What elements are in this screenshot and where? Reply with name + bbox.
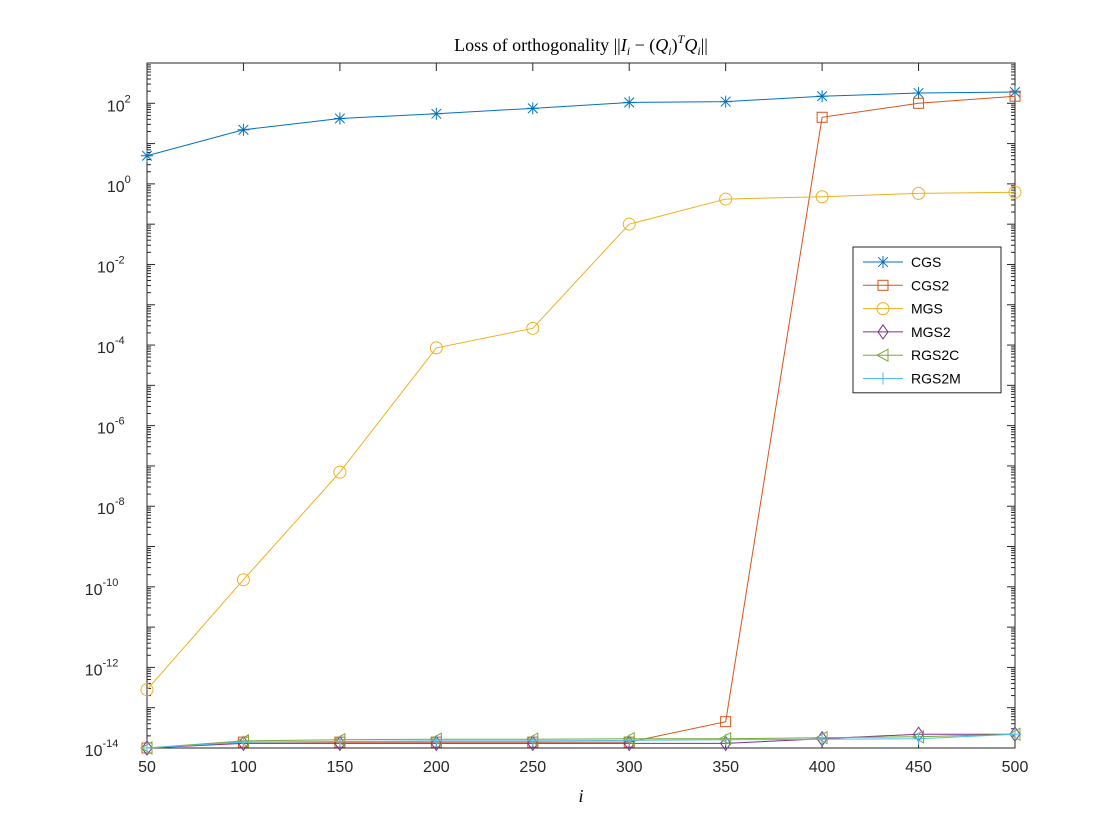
asterisk-marker [1009, 86, 1021, 99]
y-tick-label: 10-12 [85, 657, 119, 679]
circle-marker [429, 341, 443, 355]
y-tick-label: 10-10 [85, 577, 119, 599]
plus-marker [912, 732, 925, 745]
y-tick-label: 10-6 [97, 416, 125, 438]
y-tick-label: 102 [107, 93, 131, 115]
y-tick-label: 10-8 [97, 496, 125, 518]
legend-label: MGS [911, 301, 943, 317]
x-tick-label: 500 [1002, 759, 1029, 776]
x-tick-label: 350 [712, 759, 739, 776]
diamond-marker [623, 735, 635, 752]
asterisk-marker [877, 256, 889, 268]
triangle-marker [875, 348, 889, 363]
plot-frame [146, 62, 1016, 749]
circle-marker [815, 190, 829, 204]
x-tick-label: 50 [138, 759, 156, 776]
plus-marker [1009, 728, 1021, 741]
plus-marker [141, 742, 153, 754]
plus-marker [877, 372, 889, 385]
asterisk-marker [237, 123, 250, 136]
series-line [146, 91, 1016, 157]
square-marker [877, 279, 889, 291]
circle-marker [719, 192, 733, 206]
asterisk-marker [526, 102, 539, 115]
diamond-marker [720, 735, 732, 752]
asterisk-marker [623, 96, 636, 109]
legend-label: RGS2C [911, 347, 959, 363]
legend-item-rgs2m: RGS2M [863, 371, 961, 387]
legend-item-cgs2: CGS2 [863, 277, 949, 293]
series-cgs2 [141, 90, 1021, 754]
y-tick-label: 10-4 [97, 335, 125, 357]
series-line [146, 733, 1015, 749]
y-tick-label: 10-14 [85, 738, 119, 760]
legend: CGS CGS2 MGS MGS2 RGS2C RGS2M [852, 246, 1002, 394]
series-line [146, 191, 1016, 691]
series-mgs [140, 185, 1022, 697]
x-tick-label: 300 [616, 759, 643, 776]
x-tick-label: 400 [809, 759, 836, 776]
legend-item-mgs2: MGS2 [863, 324, 951, 340]
x-axis-label: i [578, 786, 583, 806]
asterisk-marker [430, 107, 443, 120]
circle-marker [1008, 185, 1022, 199]
series-rgs2m [141, 728, 1021, 754]
legend-item-rgs2c: RGS2C [863, 347, 959, 363]
plus-marker [237, 736, 250, 749]
title: Loss of orthogonality ||Ii − (Qi)TQi|| [454, 32, 708, 58]
circle-marker [526, 321, 540, 335]
x-tick-label: 100 [230, 759, 257, 776]
legend-item-cgs: CGS [863, 254, 941, 270]
diamond-marker [877, 324, 889, 340]
y-tick-label: 10-2 [97, 254, 125, 276]
asterisk-marker [719, 95, 732, 108]
legend-item-mgs: MGS [863, 301, 943, 317]
asterisk-marker [141, 149, 153, 162]
plus-marker [816, 733, 829, 746]
circle-marker [333, 465, 347, 479]
series-cgs [141, 86, 1021, 162]
svg-text:Loss of orthogonality ||Ii − (: Loss of orthogonality ||Ii − (Qi)TQi|| [454, 32, 708, 58]
asterisk-marker [816, 90, 829, 103]
asterisk-marker [333, 112, 346, 125]
diamond-marker [141, 740, 153, 756]
legend-label: RGS2M [911, 371, 961, 387]
square-marker [1009, 90, 1021, 102]
series-layer [139, 86, 1022, 756]
square-marker [913, 97, 925, 109]
plus-marker [719, 733, 732, 746]
x-tick-label: 150 [327, 759, 354, 776]
square-marker [816, 111, 828, 123]
series-line [146, 733, 1016, 749]
plus-marker [430, 734, 443, 747]
legend-label: CGS [911, 254, 941, 270]
plus-marker [526, 734, 539, 747]
x-tick-label: 200 [423, 759, 450, 776]
x-tick-label: 450 [905, 759, 932, 776]
circle-marker [876, 302, 890, 316]
series-line [146, 95, 1016, 749]
legend-label: MGS2 [911, 324, 951, 340]
circle-marker [622, 217, 636, 231]
asterisk-marker [912, 87, 925, 100]
axes: 50 100 150 200 250 300 350 400 450 500 10-14 10-12 1… [85, 62, 1029, 776]
circle-marker [236, 573, 250, 587]
diamond-marker [1009, 726, 1021, 743]
y-tick-label: 100 [107, 174, 131, 196]
series-line [146, 733, 1016, 749]
x-tick-label: 250 [519, 759, 546, 776]
square-marker [720, 716, 732, 728]
legend-box [852, 246, 1002, 394]
plus-marker [333, 735, 346, 748]
legend-label: CGS2 [911, 277, 949, 293]
plus-marker [623, 734, 636, 747]
circle-marker [912, 186, 926, 200]
circle-marker [140, 683, 154, 697]
